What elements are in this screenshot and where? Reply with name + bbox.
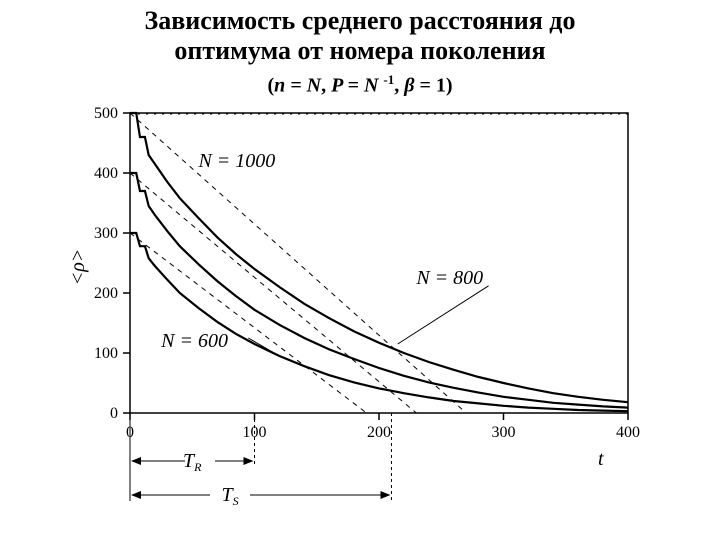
sub-n: n = N: [274, 75, 321, 97]
xlabel: t: [598, 448, 604, 470]
ytick-label: 0: [110, 405, 118, 422]
tr-label: TR: [183, 450, 202, 474]
ytick-label: 200: [94, 285, 118, 302]
pointer-line: [398, 286, 489, 344]
curve-N600: [130, 233, 628, 411]
xtick-label: 300: [492, 424, 516, 441]
series-label-N600: N = 600: [160, 330, 228, 352]
subtitle: (n = N, P = N -1, β = 1): [0, 72, 720, 98]
ytick-label: 100: [94, 345, 118, 362]
tangent-line: [130, 113, 466, 413]
ytick-label: 500: [94, 105, 118, 122]
ts-label: TS: [221, 484, 238, 508]
chart: 01002003004000100200300400500<ρ>tN = 100…: [72, 105, 658, 525]
title-line-2: оптимума от номера поколения: [0, 36, 720, 66]
xtick-label: 200: [367, 424, 391, 441]
sub-p: P = N: [331, 75, 378, 97]
series-label-N800: N = 800: [415, 267, 483, 289]
ytick-label: 300: [94, 225, 118, 242]
ylabel: <ρ>: [72, 249, 89, 286]
sub-beta: β: [404, 75, 414, 97]
page-title: Зависимость среднего расстояния до оптим…: [0, 6, 720, 66]
sub-close: = 1): [415, 75, 453, 97]
sub-exp: -1: [383, 72, 394, 87]
tangent-line: [130, 233, 367, 413]
xtick-label: 400: [616, 424, 640, 441]
tangent-line: [130, 173, 416, 413]
series-label-N1000: N = 1000: [197, 150, 275, 172]
pointer-line: [248, 338, 279, 356]
ytick-label: 400: [94, 165, 118, 182]
title-line-1: Зависимость среднего расстояния до: [0, 6, 720, 36]
